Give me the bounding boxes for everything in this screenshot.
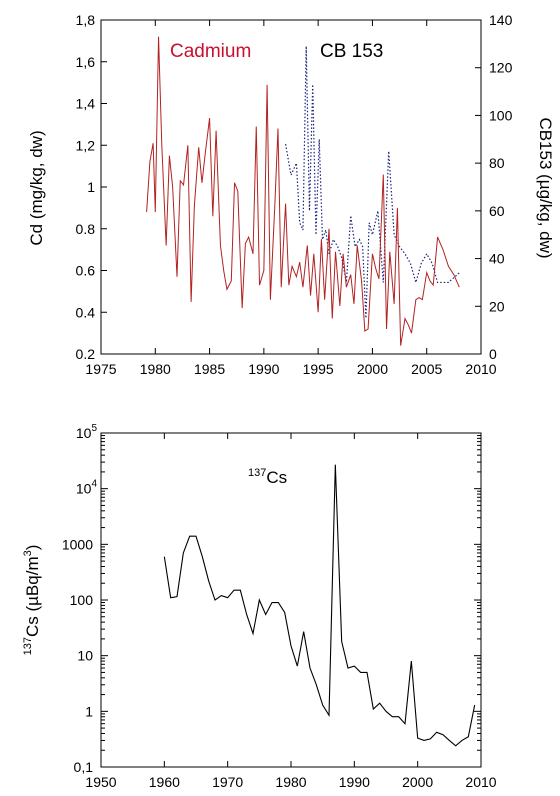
x-tick-label: 1970 — [212, 774, 243, 790]
y-tick-label: 1,6 — [76, 54, 96, 70]
y-right-tick-labels: 0 20 40 60 80 100 120 140 — [489, 12, 513, 362]
y-tick-label: 0,1 — [74, 759, 94, 775]
y-tick-label: 0.4 — [76, 304, 96, 320]
x-tick-label: 1980 — [140, 361, 171, 377]
x-tick-label: 1990 — [248, 361, 279, 377]
x-tick-label: 2000 — [402, 774, 433, 790]
x-tick-label: 2010 — [465, 774, 496, 790]
y-axis-label: 137Cs (µBq/m3) — [22, 545, 42, 656]
y-right-tick-label: 140 — [489, 12, 513, 28]
cs137-chart: 1950 1960 1970 1980 1990 2000 2010 0,1 1 10 100 10… — [22, 423, 497, 790]
x-tick-label: 1985 — [194, 361, 225, 377]
cadmium-cb153-chart: 1975 1980 1985 1990 1995 2000 2005 2010 0.20.40… — [27, 12, 555, 377]
series-line-cs137 — [163, 464, 476, 747]
series-line-cadmium — [146, 36, 460, 346]
x-tick-label: 1975 — [85, 361, 116, 377]
x-tick-label: 1960 — [149, 774, 180, 790]
y-right-tick-label: 120 — [489, 60, 513, 76]
y-right-tick-label: 80 — [489, 155, 505, 171]
y-right-tick-label: 0 — [489, 346, 497, 362]
x-tick-label: 1980 — [275, 774, 306, 790]
x-tick-label: 1950 — [85, 774, 116, 790]
y-tick-label: 10 — [77, 648, 93, 664]
y-tick-label: 105 — [76, 423, 98, 441]
legend-cadmium: Cadmium — [170, 41, 251, 62]
series-group — [146, 36, 460, 346]
y-right-tick-label: 100 — [489, 107, 513, 123]
y-tick-label: 100 — [70, 592, 94, 608]
tick-marks — [100, 19, 482, 355]
y-right-tick-label: 60 — [489, 203, 505, 219]
y-tick-label: 104 — [76, 479, 98, 497]
chart-title-cs137: 137Cs — [248, 467, 287, 487]
y-right-tick-label: 20 — [489, 298, 505, 314]
y-tick-label: 0.6 — [76, 263, 96, 279]
y-axis-label-left: Cd (mg/kg, dw) — [27, 130, 46, 245]
x-tick-label: 1995 — [303, 361, 334, 377]
y-left-tick-labels: 0.2 0.4 0.6 0.8 1 1,2 1,4 1,6 1,8 — [76, 12, 96, 362]
series-group — [163, 464, 476, 747]
y-tick-labels: 0,1 1 10 100 1000 104 105 — [62, 423, 98, 775]
y-tick-label: 1 — [87, 179, 95, 195]
tick-marks — [100, 432, 482, 768]
y-tick-label: 0.2 — [76, 346, 96, 362]
y-tick-label: 1,8 — [76, 12, 96, 28]
y-tick-label: 0.8 — [76, 221, 96, 237]
x-tick-label: 1990 — [339, 774, 370, 790]
legend-cb153: CB 153 — [320, 41, 383, 62]
x-tick-labels: 1950 1960 1970 1980 1990 2000 2010 — [85, 774, 496, 790]
y-right-tick-label: 40 — [489, 251, 505, 267]
y-tick-label: 1,2 — [76, 137, 96, 153]
x-tick-labels: 1975 1980 1985 1990 1995 2000 2005 2010 — [85, 361, 496, 377]
y-tick-label: 1 — [85, 703, 93, 719]
x-tick-label: 2010 — [465, 361, 496, 377]
plot-frame — [100, 432, 482, 768]
x-tick-label: 2000 — [357, 361, 388, 377]
y-tick-label: 1000 — [62, 536, 93, 552]
y-axis-label-right: CB153 (µg/kg, dw) — [536, 117, 555, 258]
y-tick-label: 1,4 — [76, 96, 96, 112]
x-tick-label: 2005 — [411, 361, 442, 377]
